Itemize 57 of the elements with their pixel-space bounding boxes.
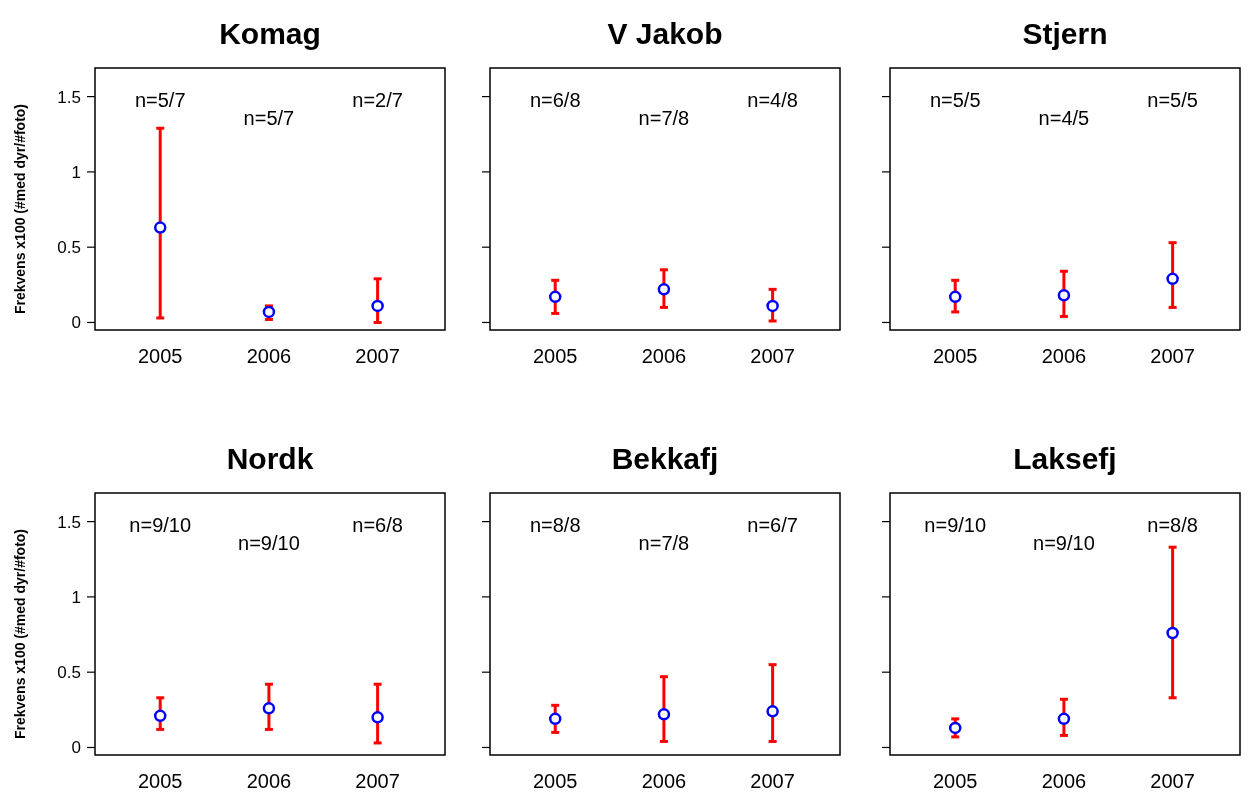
- x-tick-label: 2007: [750, 770, 795, 792]
- x-tick-label: 2005: [137, 345, 183, 367]
- annotation: n=4/5: [1038, 107, 1090, 129]
- annotation: n=9/10: [924, 514, 987, 536]
- x-tick-label: 2005: [932, 345, 978, 367]
- annotation: n=8/8: [1147, 514, 1198, 536]
- annotation: n=9/10: [1033, 532, 1095, 554]
- y-tick-label: 1: [71, 162, 81, 182]
- annotation: n=7/8: [638, 532, 690, 554]
- x-tick-label: 2006: [246, 770, 292, 792]
- x-tick-label: 2006: [1041, 345, 1087, 367]
- x-tick-label: 2007: [355, 770, 400, 792]
- y-axis-title: Frekvens x100 (#med dyr/#foto): [12, 103, 28, 315]
- annotation: n=6/8: [529, 89, 581, 111]
- x-tick-label: 2007: [1150, 345, 1195, 367]
- y-tick-label: 0: [71, 313, 81, 333]
- annotation: n=6/7: [747, 514, 798, 536]
- point: [262, 702, 276, 715]
- x-tick-label: 2005: [137, 770, 183, 792]
- annotation: n=9/10: [238, 532, 300, 554]
- x-tick-label: 2007: [1150, 770, 1195, 792]
- y-tick-label: 1: [71, 587, 81, 607]
- y-tick-label: 0.5: [57, 238, 81, 258]
- y-tick-label: 0.5: [57, 663, 81, 683]
- point: [153, 709, 167, 723]
- y-tick-label: 1.5: [57, 87, 81, 107]
- point: [153, 221, 167, 234]
- x-tick-label: 2006: [1041, 770, 1087, 792]
- x-tick-label: 2006: [641, 345, 687, 367]
- annotation: n=7/8: [638, 107, 690, 129]
- annotation: n=5/7: [134, 89, 186, 111]
- x-tick-label: 2005: [532, 345, 578, 367]
- x-tick-label: 2006: [641, 770, 687, 792]
- point: [371, 711, 384, 724]
- chart-title: Nordk: [226, 442, 314, 475]
- annotation: n=4/8: [747, 89, 798, 111]
- annotation: n=6/8: [352, 514, 403, 536]
- chart-title: Komag: [219, 17, 321, 50]
- x-tick-label: 2005: [932, 770, 978, 792]
- x-tick-label: 2006: [246, 345, 292, 367]
- y-tick-label: 1.5: [57, 512, 81, 532]
- annotation: n=2/7: [352, 89, 403, 111]
- y-axis-title: Frekvens x100 (#med dyr/#foto): [12, 528, 28, 740]
- annotation: n=5/5: [1147, 89, 1198, 111]
- x-tick-label: 2007: [355, 345, 400, 367]
- annotation: n=5/7: [243, 107, 295, 129]
- annotation: n=9/10: [129, 514, 192, 536]
- x-tick-label: 2005: [532, 770, 578, 792]
- point: [371, 299, 384, 313]
- y-tick-label: 0: [71, 738, 81, 758]
- annotation: n=8/8: [529, 514, 581, 536]
- chart-title: Laksefj: [1013, 442, 1117, 475]
- chart-title: V Jakob: [607, 17, 723, 50]
- chart-title: Bekkafj: [611, 442, 719, 475]
- x-tick-label: 2007: [750, 345, 795, 367]
- chart-title: Stjern: [1022, 17, 1108, 50]
- annotation: n=5/5: [929, 89, 981, 111]
